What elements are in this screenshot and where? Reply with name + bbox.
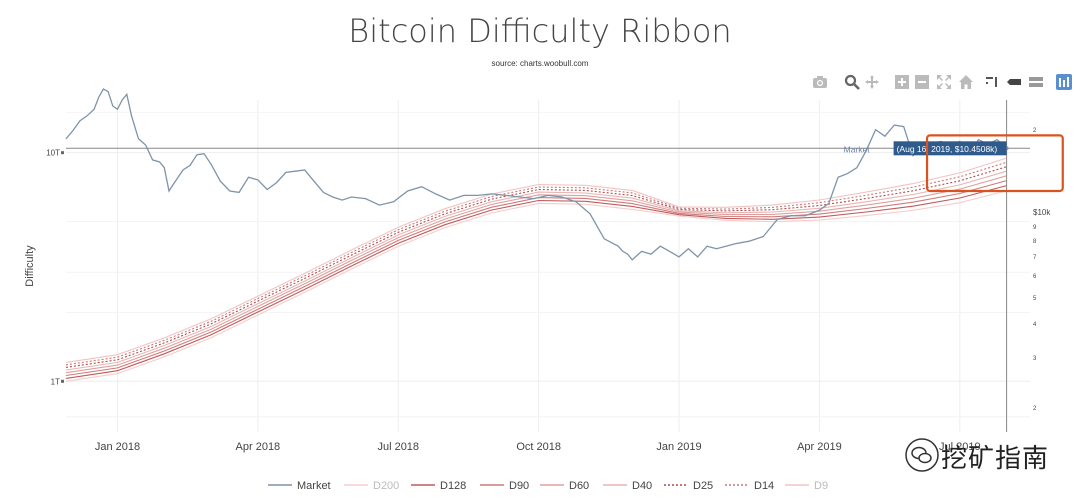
pan-icon[interactable] (864, 74, 880, 90)
series-line-d40 (65, 170, 1007, 371)
x-tick-label: Jan 2019 (656, 441, 701, 453)
series-line-d14 (65, 161, 1007, 366)
legend-item-label[interactable]: D60 (569, 480, 589, 492)
legend-item-label[interactable]: D14 (754, 480, 774, 492)
x-tick-label: Oct 2018 (516, 441, 561, 453)
wechat-logo-icon (905, 438, 939, 472)
legend-item-label[interactable]: D25 (693, 480, 713, 492)
watermark: 挖矿指南 (905, 436, 1080, 474)
x-tick-label: Jan 2018 (95, 441, 140, 453)
price-tick-label: 2 (1033, 128, 1037, 134)
zoom-in-icon[interactable] (894, 74, 910, 90)
price-tick-label: 5 (1033, 296, 1037, 302)
series-line-d60 (65, 175, 1007, 374)
home-icon[interactable] (958, 74, 974, 90)
chart-title: Bitcoin Difficulty Ribbon (348, 12, 732, 50)
autoscale-icon[interactable] (936, 74, 952, 90)
price-tick-label: 9 (1033, 225, 1037, 231)
hover-compare-icon[interactable] (1028, 74, 1044, 90)
series-line-d200 (65, 190, 1007, 382)
y-axis-title: Difficulty (24, 245, 36, 287)
legend-item-label[interactable]: D90 (509, 480, 529, 492)
legend-item-label[interactable]: D40 (632, 480, 652, 492)
spike-lines-icon[interactable] (984, 74, 1000, 90)
series-line-d25 (65, 166, 1007, 368)
y-tick-mark (61, 151, 64, 155)
watermark-text: 挖矿指南 (941, 444, 1050, 474)
legend-item-label[interactable]: Market (297, 480, 331, 492)
y-tick-mark (61, 379, 64, 383)
camera-icon[interactable] (812, 74, 828, 90)
x-tick-label: Apr 2019 (797, 441, 842, 453)
hover-box-arrow (1000, 142, 1007, 155)
zoom-out-icon[interactable] (914, 74, 930, 90)
price-tick-label: 2 (1033, 406, 1037, 412)
price-tick-label: 7 (1033, 255, 1037, 261)
x-tick-label: Jul 2018 (377, 441, 419, 453)
price-tick-label: 8 (1033, 239, 1037, 245)
chart-source: source: charts.woobull.com (491, 59, 589, 68)
legend-item-label[interactable]: D9 (814, 480, 828, 492)
series-line-market (65, 88, 1008, 261)
zoom-icon[interactable] (844, 74, 860, 90)
hover-series-label: Market (844, 144, 871, 154)
hover-box (893, 141, 1007, 156)
price-tick-label: 6 (1033, 274, 1037, 280)
plotly-logo-icon[interactable] (1056, 74, 1072, 90)
legend-item-label[interactable]: D128 (440, 480, 466, 492)
price-tick-label: 3 (1033, 356, 1037, 362)
series-line-d9 (65, 157, 1007, 363)
series-line-d90 (65, 180, 1007, 377)
series-line-d128 (65, 185, 1007, 379)
hover-label: (Aug 16, 2019, $10.4508k) (897, 144, 998, 154)
price-tick-label: $10k (1033, 208, 1051, 217)
x-tick-label: Jul 2019 (939, 441, 981, 453)
price-tick-label: 4 (1033, 322, 1037, 328)
x-tick-label: Apr 2018 (236, 441, 281, 453)
hover-closest-icon[interactable] (1006, 74, 1022, 90)
legend-item-label[interactable]: D200 (373, 480, 399, 492)
highlight-box (925, 134, 1064, 193)
y-tick-label: 10T (46, 149, 60, 158)
y-tick-label: 1T (51, 377, 60, 386)
